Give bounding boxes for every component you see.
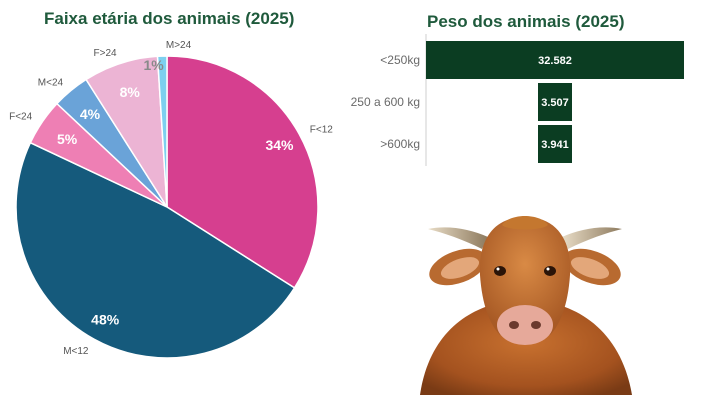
pie-value-label-4: 8%	[120, 84, 141, 100]
pie-category-label-2: F<24	[9, 111, 33, 122]
pie-value-label-5: 1%	[143, 57, 164, 73]
bar-2	[538, 125, 572, 163]
bar-category-label-0: <250kg	[380, 53, 420, 67]
pie-value-label-0: 34%	[265, 137, 294, 153]
pie-category-label-0: F<12	[310, 125, 334, 136]
bar-0	[426, 41, 684, 79]
bar-chart: <250kg 32.582 250 a 600 kg 3.507 >600kg 3.941	[351, 34, 684, 166]
bar-value-label-2: 3.941	[541, 139, 569, 151]
bar-category-label-2: >600kg	[380, 137, 420, 151]
pie-chart: 34% F<12 48% M<12 5% F<24 4% M<24 8% F>24 1%M>24	[9, 40, 334, 359]
bar-value-label-0: 32.582	[538, 55, 572, 67]
pie-value-label-3: 4%	[80, 106, 101, 122]
bar-1	[538, 83, 572, 121]
pie-value-label-2: 5%	[57, 131, 78, 147]
pie-category-label-3: M<24	[38, 77, 64, 88]
bar-chart-title: Peso dos animais (2025)	[427, 12, 625, 31]
pie-category-label-5: M>24	[166, 40, 192, 51]
pie-category-label-4: F>24	[94, 48, 118, 59]
bar-value-label-1: 3.507	[541, 97, 569, 109]
bar-category-label-1: 250 a 600 kg	[351, 95, 420, 109]
pie-chart-title: Faixa etária dos animais (2025)	[44, 9, 295, 28]
pie-slice-0	[166, 55, 319, 289]
cow-photo	[410, 195, 640, 395]
pie-slice-1	[15, 141, 296, 359]
pie-slice-5	[156, 55, 168, 208]
pie-value-label-1: 48%	[91, 312, 120, 328]
pie-category-label-1: M<12	[63, 346, 89, 357]
